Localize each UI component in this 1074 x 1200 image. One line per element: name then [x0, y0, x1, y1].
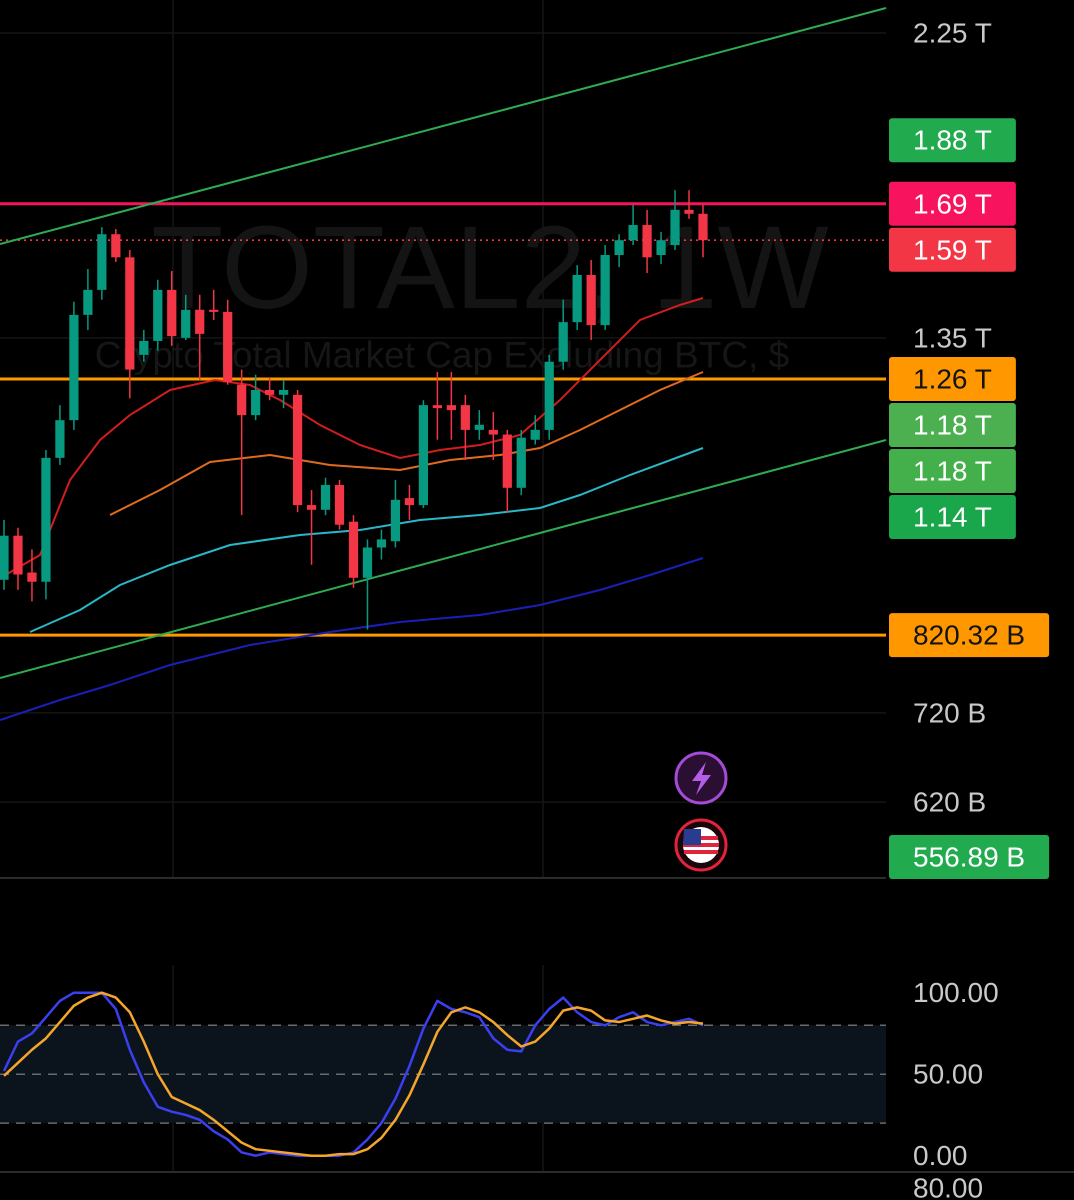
y-tick-label: 620 B	[913, 787, 986, 818]
candle-body	[320, 484, 331, 510]
moving-average	[0, 557, 704, 721]
candle-body	[195, 309, 205, 334]
candle-body	[209, 309, 219, 312]
flag-icon	[674, 818, 728, 872]
price-tag	[889, 403, 1016, 448]
price-tag-label: 1.69 T	[913, 188, 992, 219]
candle-body	[642, 225, 652, 258]
price-tag-label: 1.88 T	[913, 125, 992, 156]
candle-body	[223, 311, 233, 382]
candle-body	[69, 314, 79, 421]
channel-line	[0, 439, 887, 679]
candle-body	[432, 405, 442, 409]
candle-body	[139, 340, 149, 355]
price-tag-label: 1.14 T	[913, 502, 992, 533]
candle-body	[83, 289, 93, 315]
price-tag-label: 1.18 T	[913, 410, 992, 441]
candle-body	[111, 234, 121, 258]
candle-body	[41, 457, 51, 582]
candle-body	[292, 394, 303, 506]
candle-body	[530, 429, 540, 440]
candle-body	[698, 213, 708, 241]
candle-body	[572, 274, 582, 323]
candle-body	[278, 389, 289, 395]
candle-body	[153, 289, 163, 341]
candle-body	[586, 274, 596, 326]
candle-body	[55, 420, 65, 458]
candle-body	[167, 289, 177, 337]
price-tag	[889, 118, 1016, 163]
price-tag-label: 1.59 T	[913, 234, 992, 265]
candle-body	[348, 521, 359, 578]
lower-pane-label: 80.00	[913, 1173, 983, 1200]
price-tag-label: 1.26 T	[913, 364, 992, 395]
moving-averages	[0, 297, 704, 721]
candle-body	[181, 309, 191, 338]
candle-body	[600, 255, 610, 326]
candle-body	[362, 547, 373, 578]
candle-body	[544, 361, 554, 430]
candle-body	[13, 535, 23, 575]
candle-body	[628, 225, 638, 241]
moving-average	[0, 297, 704, 579]
candle-body	[446, 405, 456, 411]
candle-body	[460, 405, 470, 430]
moving-average	[109, 371, 704, 516]
oscillator-line	[3, 991, 704, 1157]
candle-body	[656, 240, 666, 256]
candle-body	[306, 505, 317, 510]
candle-body	[474, 424, 484, 430]
channel-line	[0, 7, 887, 245]
moving-average	[29, 447, 704, 633]
y-tick-label: 100.00	[913, 977, 999, 1008]
oscillator-line	[2, 991, 704, 1157]
price-tag	[889, 181, 1016, 226]
y-tick-label: 2.25 T	[913, 18, 992, 49]
oscillator-pane: 100.00 50.00 0.00	[0, 977, 999, 1171]
price-tag-label: 1.18 T	[913, 456, 992, 487]
price-tag-label: 820.32 B	[913, 620, 1025, 651]
candle-body	[27, 572, 37, 582]
y-tick-label: 50.00	[913, 1059, 983, 1090]
y-tick-label: 1.35 T	[913, 322, 992, 353]
candle-body	[418, 405, 429, 506]
candle-body	[265, 389, 275, 395]
lightning-icon	[674, 751, 728, 805]
candle-body	[97, 234, 107, 290]
candle-body	[251, 389, 261, 416]
price-tags: 1.88 T 1.69 T 1.59 T 1.26 T 1.18 T 1.18 T 1.14…	[889, 118, 1050, 879]
candle-body	[516, 437, 526, 488]
price-tag	[889, 227, 1016, 272]
price-tag	[889, 613, 1050, 658]
candle-body	[237, 384, 247, 416]
candle-body	[502, 434, 512, 488]
candle-body	[0, 535, 9, 580]
watermark-subtitle: Crypto Total Market Cap Excluding BTC, $	[95, 335, 789, 376]
candle-body	[614, 240, 624, 256]
candle-body	[125, 257, 135, 370]
y-tick-label: 0.00	[913, 1140, 968, 1171]
candle-body	[390, 499, 401, 542]
candle-body	[670, 209, 680, 246]
candle-body	[488, 429, 498, 435]
candle-body	[558, 322, 568, 362]
candle-body	[404, 498, 415, 506]
watermark-title: TOTAL2, 1W	[151, 202, 829, 334]
candle-body	[334, 484, 345, 525]
price-tag	[889, 835, 1050, 879]
candles	[0, 190, 708, 630]
candle-body	[684, 209, 694, 214]
price-tag-label: 556.89 B	[913, 842, 1025, 873]
price-tag	[889, 357, 1016, 402]
price-tag	[889, 495, 1016, 540]
price-tag	[889, 449, 1016, 494]
candle-body	[376, 539, 387, 548]
y-tick-label: 720 B	[913, 697, 986, 728]
